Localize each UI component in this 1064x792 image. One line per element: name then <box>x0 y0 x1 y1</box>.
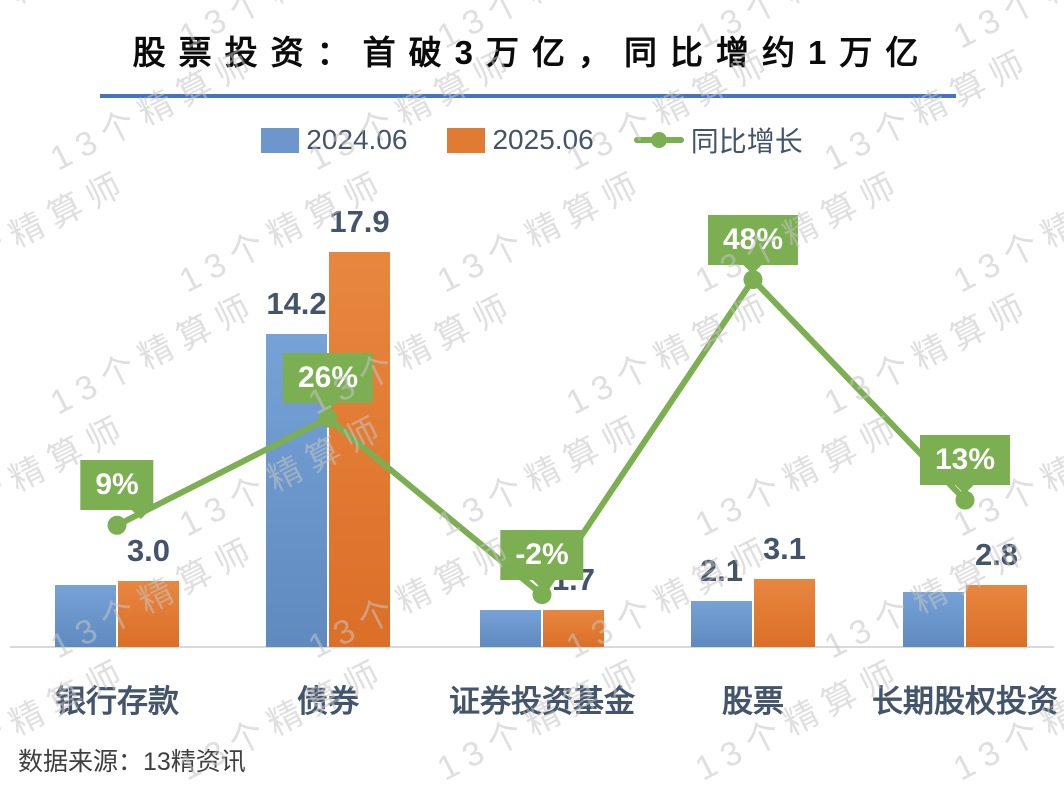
category-label: 银行存款 <box>55 684 179 719</box>
category-label: 长期股权投资 <box>872 684 1058 719</box>
value-label: 2.1 <box>699 552 744 588</box>
legend-label: 同比增长 <box>690 126 803 157</box>
growth-label-box: 13% <box>919 435 1011 486</box>
data-source-note: 数据来源：13精资讯 <box>18 748 246 776</box>
growth-label-box: 26% <box>282 353 374 404</box>
legend-item-2024-06: 2024.06 <box>261 124 407 156</box>
growth-label-box: -2% <box>500 529 584 580</box>
bar-2024.06-长期股权投资 <box>903 591 964 647</box>
bar-2024.06-股票 <box>691 600 752 647</box>
x-axis-line <box>10 646 1054 648</box>
bar-2025.06-银行存款 <box>118 580 179 647</box>
value-label: 2.8 <box>974 537 1019 573</box>
category-label: 证券投资基金 <box>449 684 635 719</box>
category-label: 股票 <box>722 684 784 719</box>
value-label: 3.1 <box>762 530 807 566</box>
value-label: 17.9 <box>329 204 390 240</box>
value-label: 14.2 <box>266 285 327 321</box>
bar-2025.06-股票 <box>754 578 815 647</box>
bar-2025.06-长期股权投资 <box>966 585 1027 647</box>
category-label: 债券 <box>297 684 359 719</box>
title-underline <box>100 94 956 98</box>
bar-2024.06-证券投资基金 <box>480 609 541 647</box>
growth-label-box: 48% <box>707 214 799 265</box>
orange-swatch-icon <box>447 127 486 153</box>
legend-label: 2024.06 <box>306 124 408 155</box>
bar-2025.06-证券投资基金 <box>543 609 604 647</box>
blue-swatch-icon <box>261 127 300 153</box>
bar-2025.06-债券 <box>329 252 390 647</box>
chart-title: 股票投资：首破3万亿，同比增约1万亿 <box>132 34 932 71</box>
bar-2024.06-银行存款 <box>55 585 116 647</box>
line-dot <box>107 515 127 535</box>
growth-label-box: 9% <box>80 460 154 511</box>
value-label: 3.0 <box>126 532 171 568</box>
legend-item-growth: 同比增长 <box>633 120 803 160</box>
legend-label: 2025.06 <box>492 124 594 155</box>
legend: 2024.06 2025.06 同比增长 <box>0 120 1064 160</box>
line-marker-icon <box>633 132 684 148</box>
legend-item-2025-06: 2025.06 <box>447 124 594 156</box>
